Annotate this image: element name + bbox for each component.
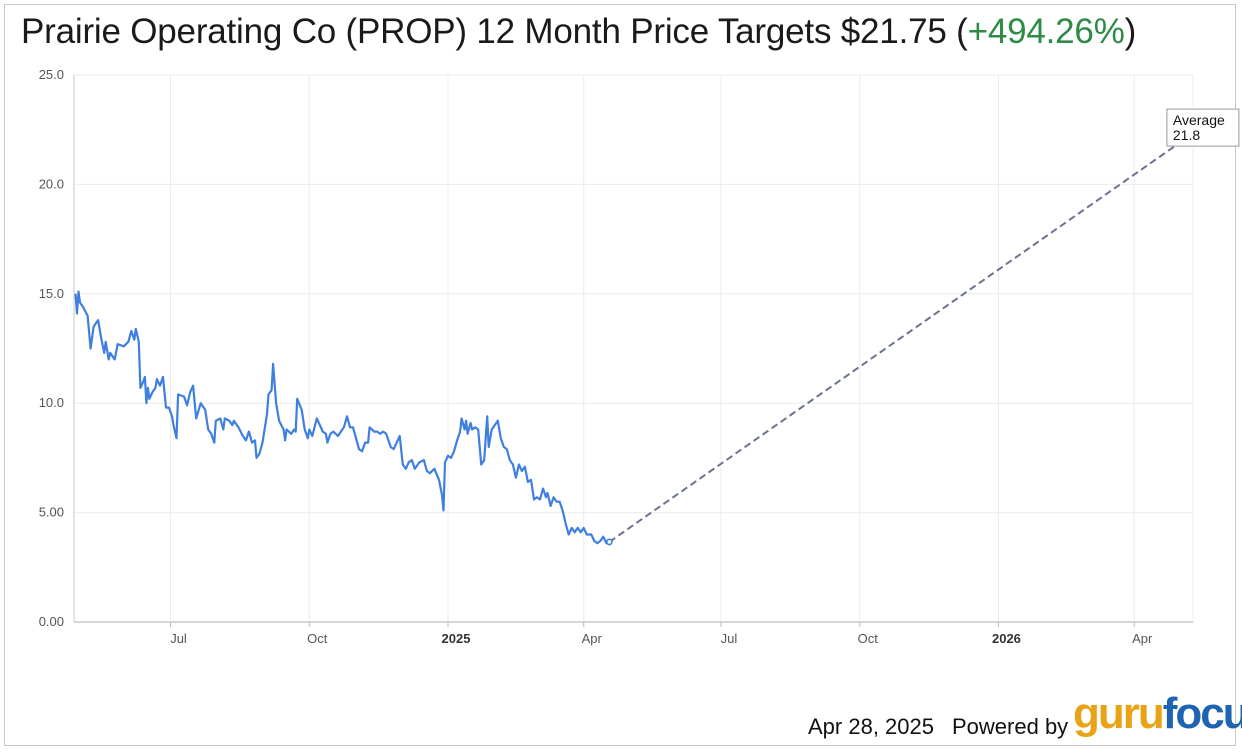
logo-guru: guru <box>1073 689 1165 738</box>
average-target-line <box>608 145 1176 543</box>
chart-title: Prairie Operating Co (PROP) 12 Month Pri… <box>21 12 1136 52</box>
y-tick-label: 0.00 <box>39 614 64 629</box>
y-tick-label: 25.0 <box>39 67 64 82</box>
y-tick-label: 10.0 <box>39 395 64 410</box>
title-close: ) <box>1124 12 1137 51</box>
y-axis-labels: 0.00 5.00 10.0 15.0 20.0 25.0 <box>39 67 64 629</box>
gurufocus-logo[interactable]: gurufocus <box>1073 692 1242 736</box>
logo-focus: focus <box>1162 689 1242 738</box>
y-tick-label: 20.0 <box>39 176 64 191</box>
y-tick-label: 5.00 <box>39 505 64 520</box>
y-tick-label: 15.0 <box>39 286 64 301</box>
title-main: Prairie Operating Co (PROP) 12 Month Pri… <box>21 12 968 51</box>
x-tick-label: Apr <box>1132 631 1153 646</box>
grid <box>74 74 1194 623</box>
price-history-line <box>74 290 611 545</box>
x-tick-label: Jul <box>721 631 738 646</box>
series-layer <box>74 145 1176 546</box>
chart-frame <box>4 4 1236 746</box>
x-tick-label: 2026 <box>992 631 1021 646</box>
x-tick-label: Oct <box>858 631 879 646</box>
x-tick-label: Oct <box>307 631 328 646</box>
title-upside-percent: +494.26% <box>967 12 1125 51</box>
annotation-value: 21.8 <box>1173 127 1200 143</box>
x-tick-label: Jul <box>170 631 187 646</box>
x-tick-label: Apr <box>582 631 603 646</box>
x-tick-label: 2025 <box>442 631 471 646</box>
powered-by-text: Powered by <box>952 714 1069 739</box>
annotation-label: Average <box>1173 112 1225 128</box>
current-price-point <box>605 538 613 546</box>
footer-date: Apr 28, 2025 <box>808 714 934 739</box>
axes <box>73 75 1193 627</box>
x-axis-labels: Jul Oct 2025 Apr Jul Oct 2026 Apr <box>170 631 1153 646</box>
annotation-box <box>1166 108 1240 147</box>
